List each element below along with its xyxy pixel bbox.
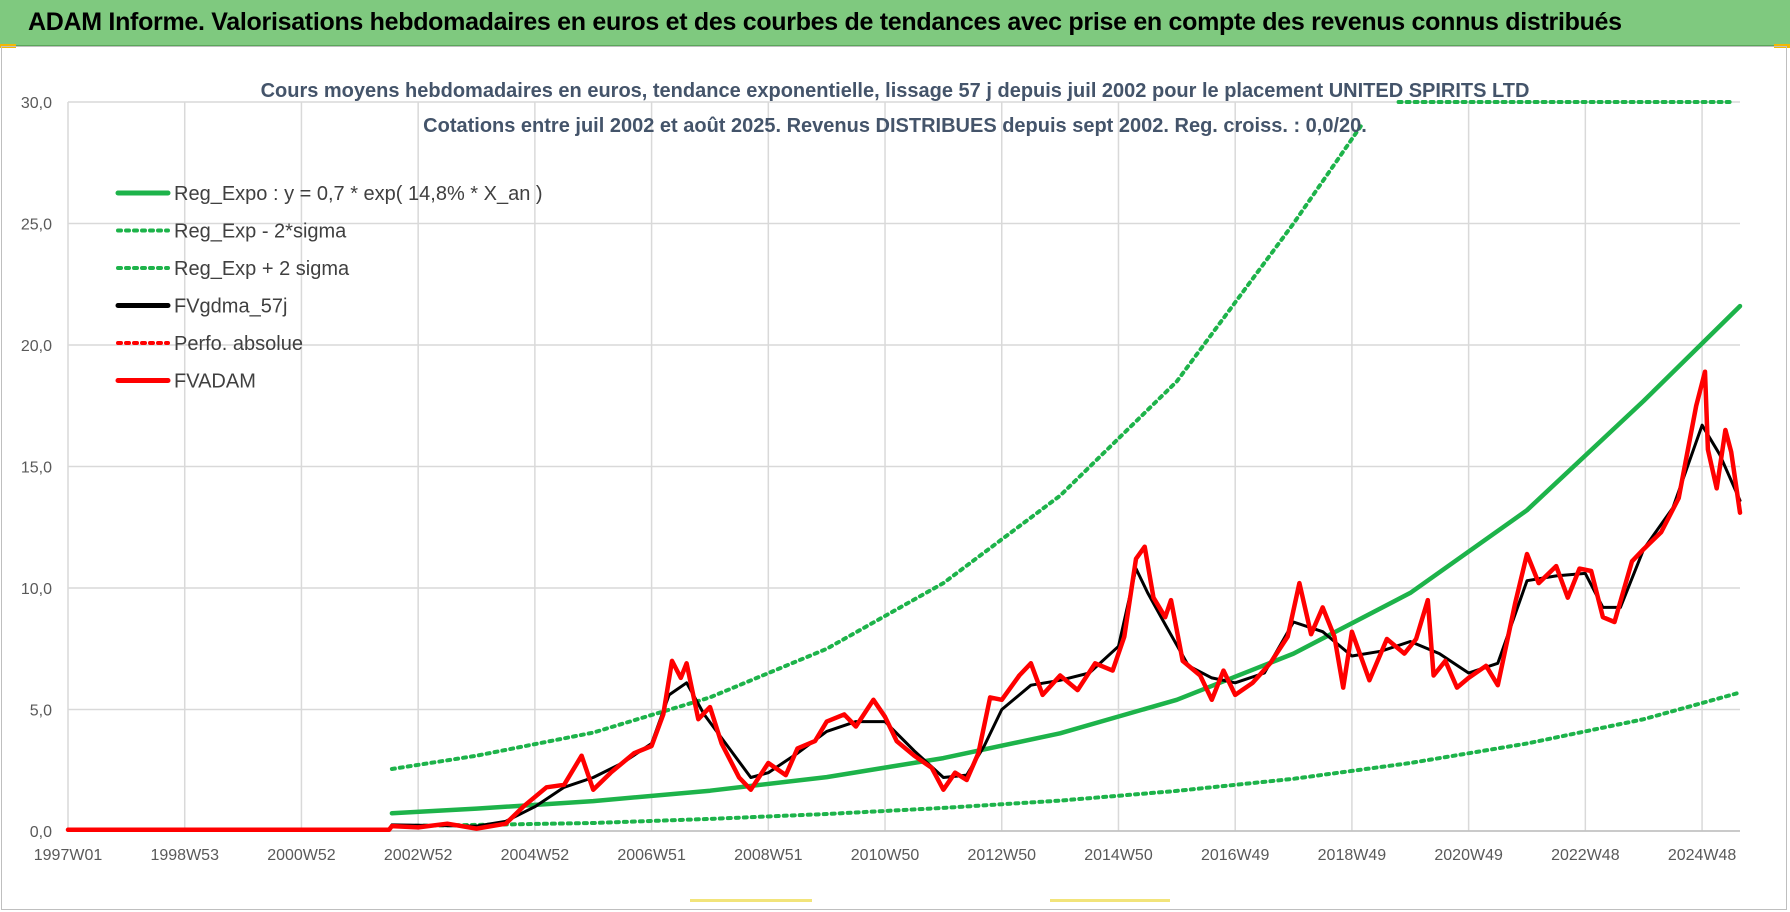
y-tick-label: 30,0: [21, 95, 52, 112]
series-line-2: [389, 690, 1742, 829]
y-tick-label: 10,0: [21, 581, 52, 598]
x-tick-label: 2024W48: [1668, 847, 1737, 864]
legend-label: Reg_Exp - 2*sigma: [174, 221, 347, 243]
report-title: ADAM Informe. Valorisations hebdomadaire…: [28, 8, 1622, 36]
legend-label: Reg_Expo : y = 0,7 * exp( 14,8% * X_an ): [174, 183, 543, 205]
x-tick-label: 2000W52: [267, 847, 336, 864]
report-banner: ADAM Informe. Valorisations hebdomadaire…: [0, 0, 1790, 46]
y-tick-label: 20,0: [21, 338, 52, 355]
x-tick-label: 2002W52: [384, 847, 453, 864]
footer-accent-2: [1050, 899, 1170, 902]
legend-label: FVADAM: [174, 371, 256, 393]
x-tick-label: 1997W01: [34, 847, 103, 864]
legend-label: Perfo. absolue: [174, 333, 303, 355]
y-tick-label: 25,0: [21, 217, 52, 234]
y-tick-label: 0,0: [30, 824, 52, 841]
axis-layer: 0,0 5,0 10,0 15,0 20,0 25,0 30,0 1997W01 1998W53…: [21, 95, 1740, 864]
series-line-6: [65, 369, 1743, 833]
chart-frame: [1, 46, 1787, 910]
x-tick-label: 2012W50: [968, 847, 1037, 864]
series-line-3: [389, 124, 1363, 771]
chart-title: Cours moyens hebdomadaires en euros, ten…: [261, 80, 1530, 102]
legend-label: FVgdma_57j: [174, 296, 287, 318]
y-tick-label: 15,0: [21, 460, 52, 477]
grid-layer: [67, 101, 1740, 832]
footer-accent-1: [690, 899, 812, 902]
x-tick-label: 2010W50: [851, 847, 920, 864]
chart-legend: Reg_Expo : y = 0,7 * exp( 14,8% * X_an )…: [115, 183, 543, 393]
series-line-1: [389, 303, 1743, 816]
x-tick-label: 2006W51: [617, 847, 686, 864]
x-tick-label: 2022W48: [1551, 847, 1620, 864]
series-line-4: [66, 423, 1742, 832]
x-tick-label: 2016W49: [1201, 847, 1270, 864]
y-tick-label: 5,0: [30, 703, 52, 720]
x-tick-label: 2014W50: [1084, 847, 1153, 864]
x-tick-label: 2020W49: [1434, 847, 1503, 864]
x-tick-label: 2004W52: [501, 847, 570, 864]
x-tick-label: 2018W49: [1318, 847, 1387, 864]
legend-label: Reg_Exp + 2 sigma: [174, 258, 350, 280]
x-tick-label: 1998W53: [150, 847, 219, 864]
series-layer: [65, 100, 1743, 833]
chart-subtitle: Cotations entre juil 2002 et août 2025. …: [423, 115, 1367, 137]
x-tick-label: 2008W51: [734, 847, 803, 864]
